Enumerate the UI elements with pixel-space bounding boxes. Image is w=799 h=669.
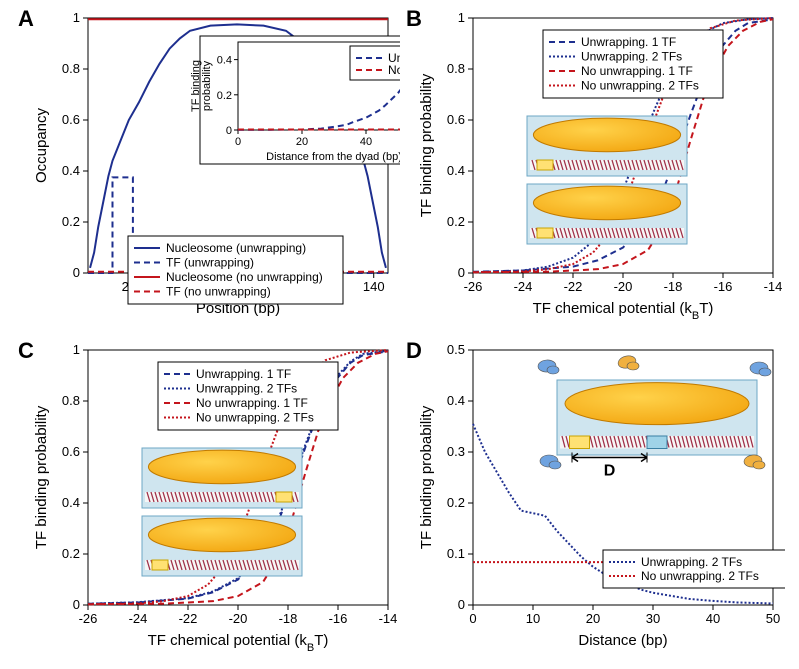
- svg-text:0.2: 0.2: [62, 546, 80, 561]
- svg-text:0.6: 0.6: [447, 112, 465, 127]
- svg-text:Occupancy: Occupancy: [33, 107, 50, 183]
- svg-text:-16: -16: [714, 279, 733, 294]
- svg-text:TF (unwrapping): TF (unwrapping): [166, 256, 254, 270]
- svg-text:0: 0: [73, 597, 80, 612]
- svg-text:-24: -24: [129, 611, 148, 626]
- svg-text:0.2: 0.2: [217, 90, 232, 102]
- svg-text:No unwrapping: No unwrapping: [388, 63, 400, 77]
- svg-text:0.2: 0.2: [62, 214, 80, 229]
- svg-text:140: 140: [363, 279, 385, 294]
- svg-text:0.8: 0.8: [447, 61, 465, 76]
- svg-text:-26: -26: [464, 279, 483, 294]
- svg-text:No unwrapping. 2 TFs: No unwrapping. 2 TFs: [581, 79, 699, 93]
- svg-text:50: 50: [766, 611, 780, 626]
- svg-text:Nucleosome (no unwrapping): Nucleosome (no unwrapping): [166, 270, 323, 284]
- svg-text:0.3: 0.3: [447, 444, 465, 459]
- svg-text:10: 10: [526, 611, 540, 626]
- svg-text:Unwrapping. 2 TFs: Unwrapping. 2 TFs: [581, 50, 682, 64]
- svg-text:TF binding probability: TF binding probability: [418, 405, 435, 549]
- panel-B: -26 -24 -22 -20 -18 -16 -14 0 0.2 0.4 0.6 0.8 1 TF ch…: [415, 8, 785, 323]
- svg-text:0.8: 0.8: [62, 393, 80, 408]
- svg-text:0: 0: [458, 265, 465, 280]
- svg-text:TF binding probability: TF binding probability: [418, 73, 435, 217]
- svg-text:Distance (bp): Distance (bp): [578, 632, 667, 649]
- svg-text:0.8: 0.8: [62, 61, 80, 76]
- svg-text:0: 0: [458, 597, 465, 612]
- svg-text:40: 40: [360, 136, 372, 148]
- svg-text:0.6: 0.6: [62, 444, 80, 459]
- svg-text:Unwrapping. 1 TF: Unwrapping. 1 TF: [196, 367, 291, 381]
- svg-text:-18: -18: [664, 279, 683, 294]
- svg-text:0.4: 0.4: [447, 393, 465, 408]
- svg-text:-20: -20: [229, 611, 248, 626]
- svg-text:0: 0: [469, 611, 476, 626]
- svg-text:0.4: 0.4: [62, 495, 80, 510]
- panel-A: 2040608010012014000.20.40.60.81Position …: [30, 8, 400, 323]
- svg-text:TF (no unwrapping): TF (no unwrapping): [166, 285, 271, 299]
- svg-text:No unwrapping. 1 TF: No unwrapping. 1 TF: [196, 396, 308, 410]
- svg-text:-26: -26: [79, 611, 98, 626]
- svg-text:TF chemical potential (kBT): TF chemical potential (kBT): [533, 300, 714, 322]
- svg-text:1: 1: [73, 10, 80, 25]
- svg-text:No unwrapping. 1 TF: No unwrapping. 1 TF: [581, 64, 693, 78]
- svg-text:probability: probability: [201, 60, 213, 111]
- svg-text:30: 30: [646, 611, 660, 626]
- svg-text:0: 0: [235, 136, 241, 148]
- svg-text:-16: -16: [329, 611, 348, 626]
- svg-text:-14: -14: [379, 611, 398, 626]
- svg-text:0.5: 0.5: [447, 342, 465, 357]
- svg-text:40: 40: [706, 611, 720, 626]
- svg-text:0: 0: [226, 125, 232, 137]
- panel-D: 0 10 20 30 40 50 0 0.1 0.2 0.3 0.4 0.5 Distance (bp)…: [415, 340, 785, 655]
- svg-text:Nucleosome (unwrapping): Nucleosome (unwrapping): [166, 241, 306, 255]
- panel-C: -26 -24 -22 -20 -18 -16 -14 0 0.2 0.4 0.6 0.8 1 TF ch…: [30, 340, 400, 655]
- svg-text:0.4: 0.4: [217, 55, 232, 67]
- svg-text:Unwrapping. 2 TFs: Unwrapping. 2 TFs: [196, 382, 297, 396]
- svg-text:1: 1: [73, 342, 80, 357]
- svg-text:Unwrapping. 2 TFs: Unwrapping. 2 TFs: [641, 555, 742, 569]
- svg-text:TF binding probability: TF binding probability: [33, 405, 50, 549]
- svg-text:0.1: 0.1: [447, 546, 465, 561]
- svg-text:1: 1: [458, 10, 465, 25]
- svg-text:-18: -18: [279, 611, 298, 626]
- svg-text:20: 20: [586, 611, 600, 626]
- svg-text:0.4: 0.4: [447, 163, 465, 178]
- svg-text:Distance from the dyad (bp): Distance from the dyad (bp): [266, 151, 400, 163]
- svg-text:0.4: 0.4: [62, 163, 80, 178]
- svg-text:-22: -22: [564, 279, 583, 294]
- svg-text:0.6: 0.6: [62, 112, 80, 127]
- svg-text:20: 20: [296, 136, 308, 148]
- svg-text:No unwrapping. 2 TFs: No unwrapping. 2 TFs: [196, 411, 314, 425]
- svg-text:-22: -22: [179, 611, 198, 626]
- figure: { "layout":{ "A":{"x":30,"y":8,"w":370,"…: [0, 0, 799, 669]
- svg-text:-14: -14: [764, 279, 783, 294]
- svg-text:-24: -24: [514, 279, 533, 294]
- svg-text:No unwrapping. 2 TFs: No unwrapping. 2 TFs: [641, 569, 759, 583]
- svg-text:0.2: 0.2: [447, 495, 465, 510]
- svg-text:TF chemical potential (kBT): TF chemical potential (kBT): [148, 632, 329, 654]
- svg-text:0: 0: [73, 265, 80, 280]
- svg-text:D: D: [604, 463, 616, 480]
- svg-text:Unwrapping. 1 TF: Unwrapping. 1 TF: [581, 35, 676, 49]
- svg-text:0.2: 0.2: [447, 214, 465, 229]
- svg-text:-20: -20: [614, 279, 633, 294]
